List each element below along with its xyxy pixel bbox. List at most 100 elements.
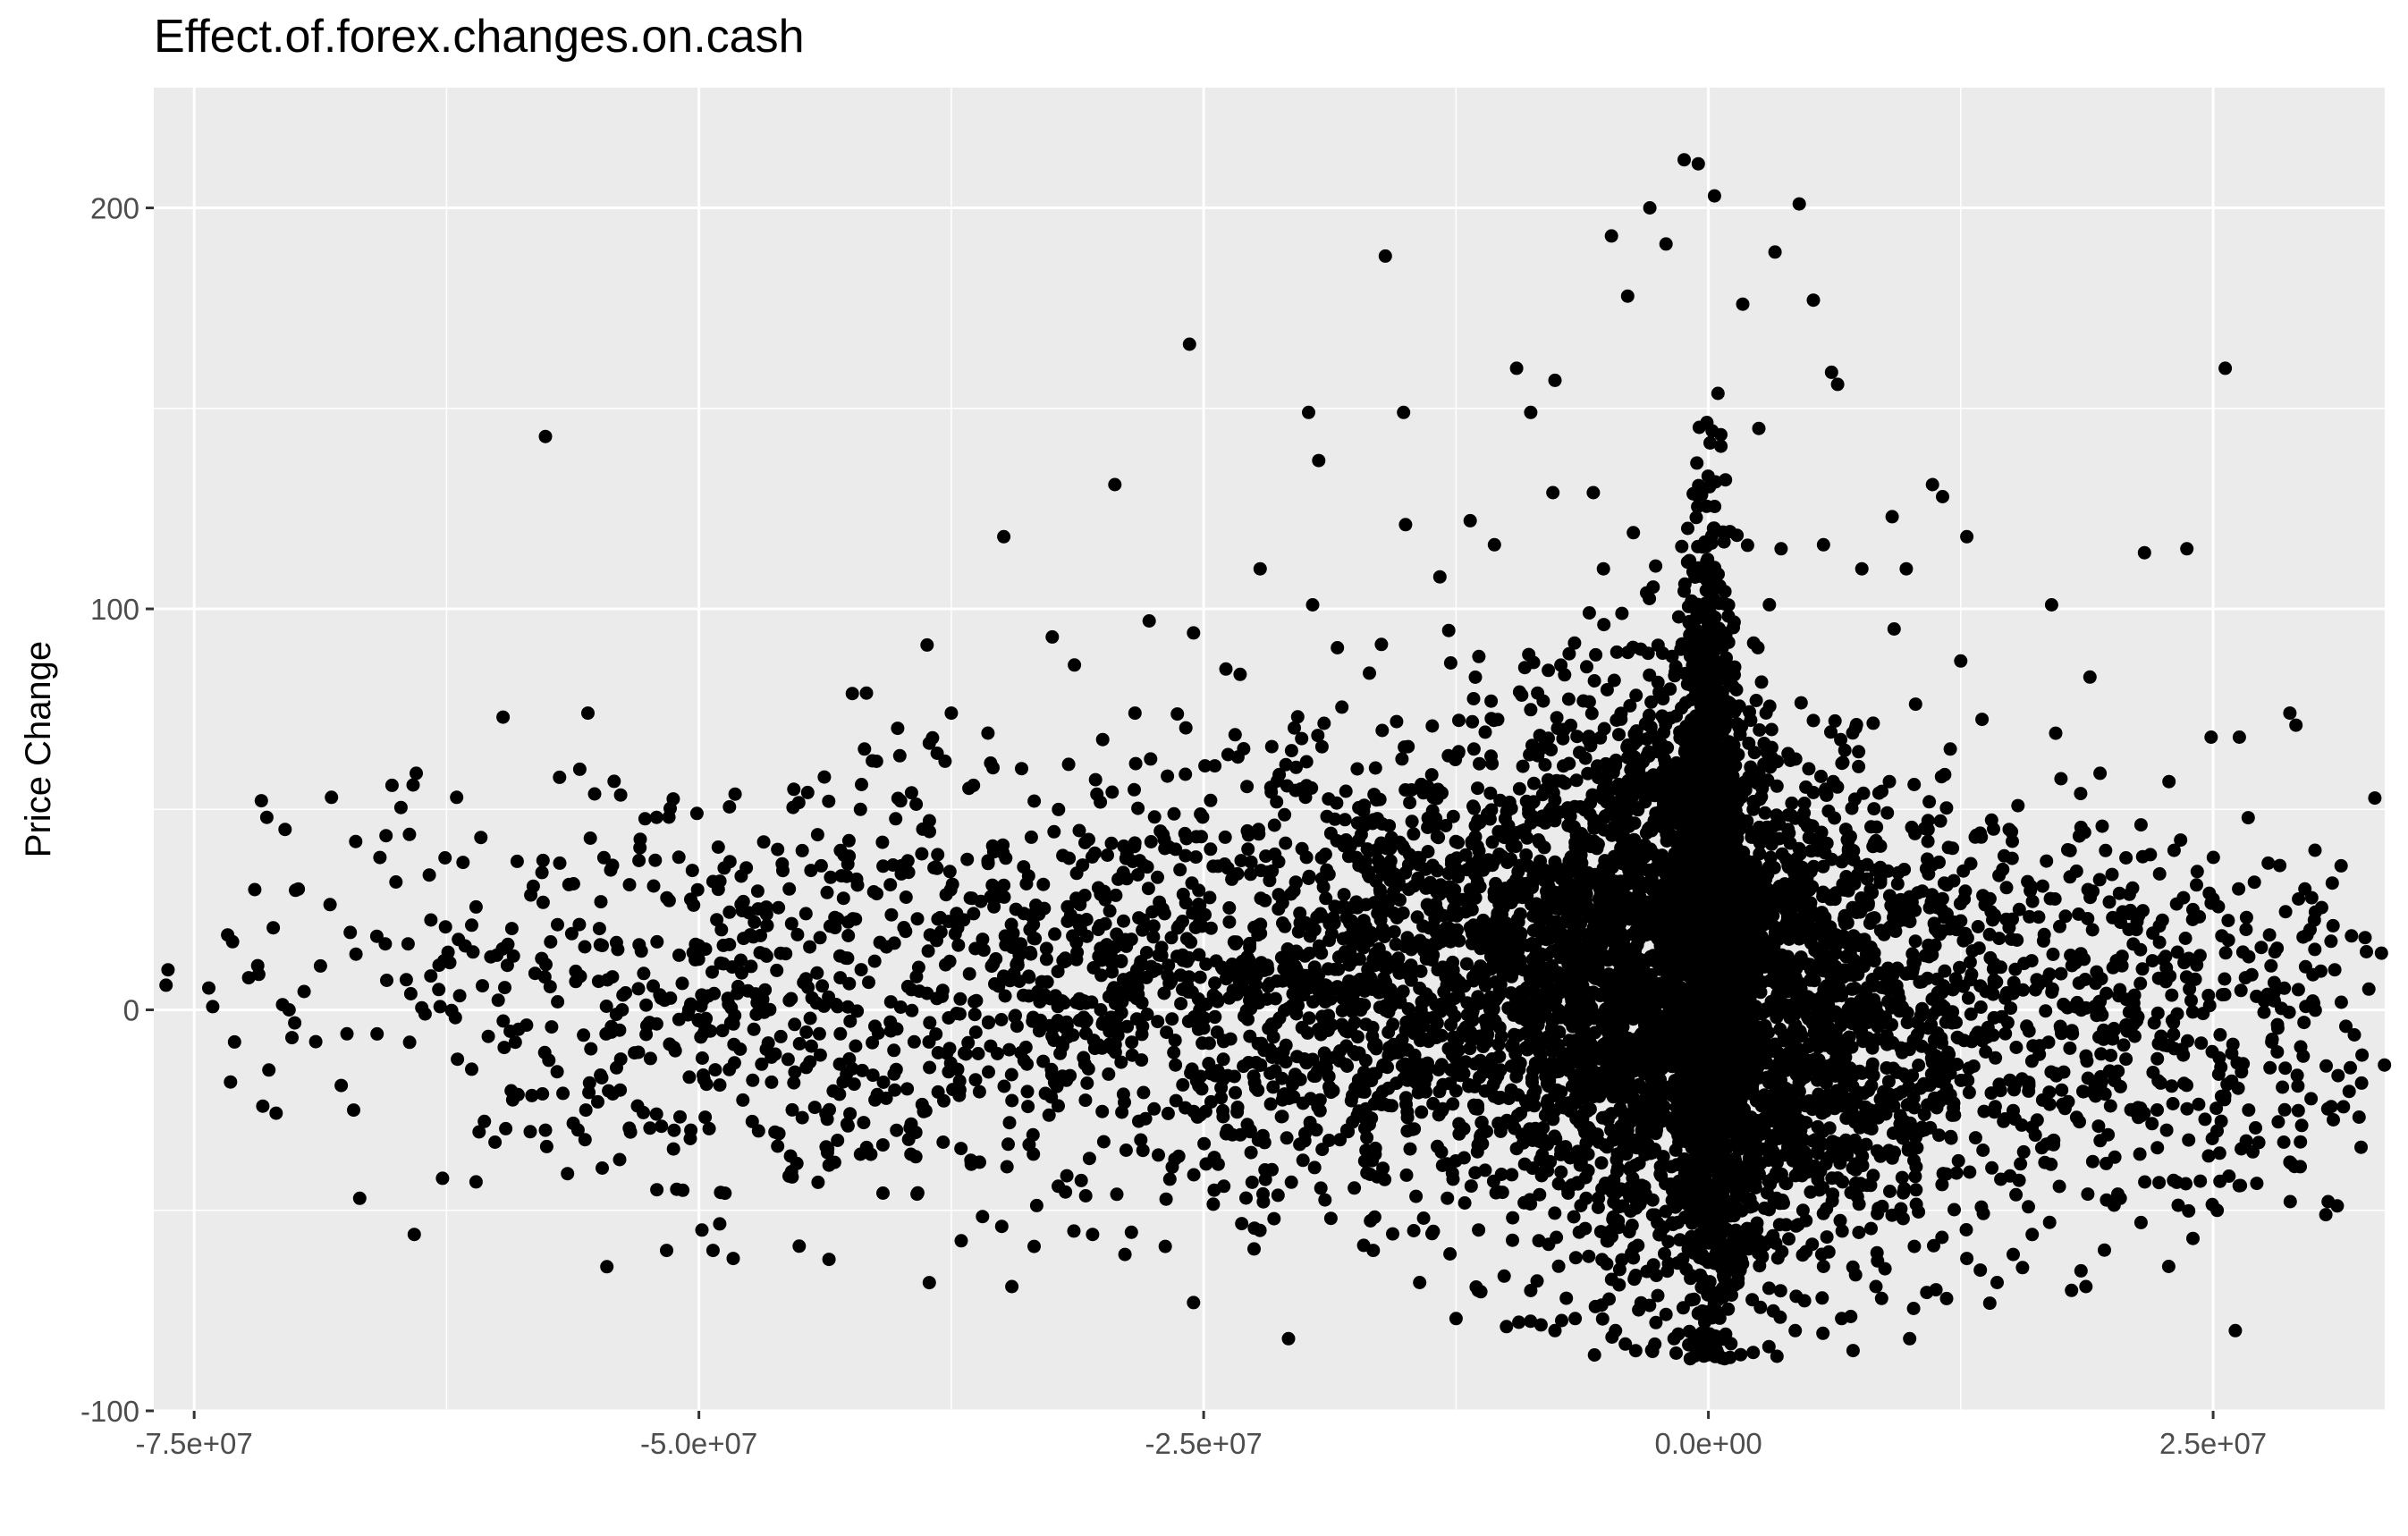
data-point <box>1722 738 1736 752</box>
data-point <box>1669 1110 1683 1124</box>
data-point <box>1627 1241 1641 1255</box>
data-point <box>581 706 595 721</box>
data-point <box>1681 1242 1695 1256</box>
data-point <box>1086 1228 1100 1242</box>
data-point <box>1696 1212 1710 1227</box>
data-point <box>1567 636 1582 650</box>
data-point <box>450 790 464 805</box>
data-point <box>349 834 363 848</box>
data-point <box>1305 598 1320 612</box>
data-point <box>1795 1117 1809 1131</box>
data-point <box>853 802 867 816</box>
data-point <box>1646 580 1660 595</box>
data-point <box>1591 759 1604 773</box>
data-point <box>2218 361 2233 376</box>
data-point <box>1718 973 1732 987</box>
data-point <box>1635 784 1649 798</box>
data-point <box>1954 654 1968 668</box>
data-point <box>1649 559 1663 573</box>
data-point <box>1669 660 1683 673</box>
data-point <box>1779 852 1793 866</box>
data-point <box>1936 490 1949 503</box>
data-point <box>1731 821 1745 835</box>
data-point <box>1844 1310 1858 1323</box>
data-point <box>1598 810 1612 824</box>
data-point <box>1703 435 1717 450</box>
data-point <box>1701 553 1715 567</box>
data-point <box>1762 597 1777 612</box>
data-point <box>1684 1159 1698 1173</box>
data-point <box>1799 780 1813 794</box>
data-point <box>1264 739 1279 754</box>
data-point <box>1693 1247 1707 1262</box>
data-point <box>944 706 959 721</box>
data-point <box>1654 921 1669 935</box>
data-point <box>579 1103 593 1118</box>
data-point <box>1561 692 1576 706</box>
data-point <box>1705 424 1719 438</box>
data-point <box>1597 618 1611 632</box>
data-point <box>256 1099 270 1113</box>
data-point <box>1559 1140 1573 1154</box>
data-point <box>1640 1020 1654 1034</box>
data-point <box>1806 293 1821 308</box>
data-point <box>1612 1262 1626 1277</box>
data-point <box>1775 1245 1789 1259</box>
data-point <box>2228 1323 2243 1338</box>
data-point <box>1795 1248 1810 1262</box>
data-point <box>798 907 813 921</box>
data-point <box>496 710 511 724</box>
data-point <box>2161 1260 2176 1273</box>
data-point <box>1045 629 1060 644</box>
data-point <box>1582 1249 1596 1263</box>
data-point <box>1782 1232 1795 1246</box>
data-point <box>2319 1059 2333 1073</box>
data-point <box>1656 1150 1670 1164</box>
data-point <box>1701 469 1715 484</box>
data-point <box>572 762 587 776</box>
data-point <box>1736 297 1750 311</box>
data-point <box>1500 1320 1514 1334</box>
data-point <box>1449 1312 1463 1326</box>
data-point <box>1830 377 1845 392</box>
data-point <box>1600 683 1614 696</box>
data-point <box>1730 883 1745 898</box>
data-point <box>1702 845 1717 859</box>
data-point <box>1669 1346 1683 1360</box>
data-point <box>1684 1271 1698 1286</box>
data-point <box>1802 762 1816 776</box>
data-point <box>1688 570 1702 584</box>
data-point <box>241 971 256 985</box>
data-point <box>1601 762 1616 776</box>
data-point <box>1939 1291 1954 1305</box>
data-point <box>1641 863 1655 877</box>
data-point <box>771 842 785 857</box>
data-point <box>1648 1208 1662 1222</box>
data-point <box>1568 1251 1583 1265</box>
data-point <box>1821 1245 1836 1259</box>
data-point <box>1128 706 1142 721</box>
data-point <box>1907 778 1922 791</box>
data-point <box>1644 1123 1659 1137</box>
data-point <box>1726 752 1740 766</box>
data-point <box>1538 758 1552 772</box>
data-point <box>1677 942 1692 957</box>
data-point <box>1710 667 1724 681</box>
data-point <box>352 1191 367 1205</box>
chart-title: Effect.of.forex.changes.on.cash <box>154 11 805 63</box>
data-point <box>1546 485 1560 500</box>
data-point <box>1793 843 1807 857</box>
data-point <box>1742 736 1756 750</box>
data-point <box>1592 771 1605 785</box>
data-point <box>1797 797 1812 810</box>
data-point <box>1694 699 1708 713</box>
data-point <box>1187 626 1201 640</box>
data-point <box>1581 1147 1595 1161</box>
data-point <box>1691 680 1704 695</box>
data-point <box>1682 553 1696 568</box>
data-point <box>1794 1129 1808 1144</box>
data-point <box>1323 1211 1338 1226</box>
data-point <box>1296 1153 1310 1168</box>
data-point <box>1883 1185 1897 1198</box>
data-point <box>1848 1268 1863 1282</box>
